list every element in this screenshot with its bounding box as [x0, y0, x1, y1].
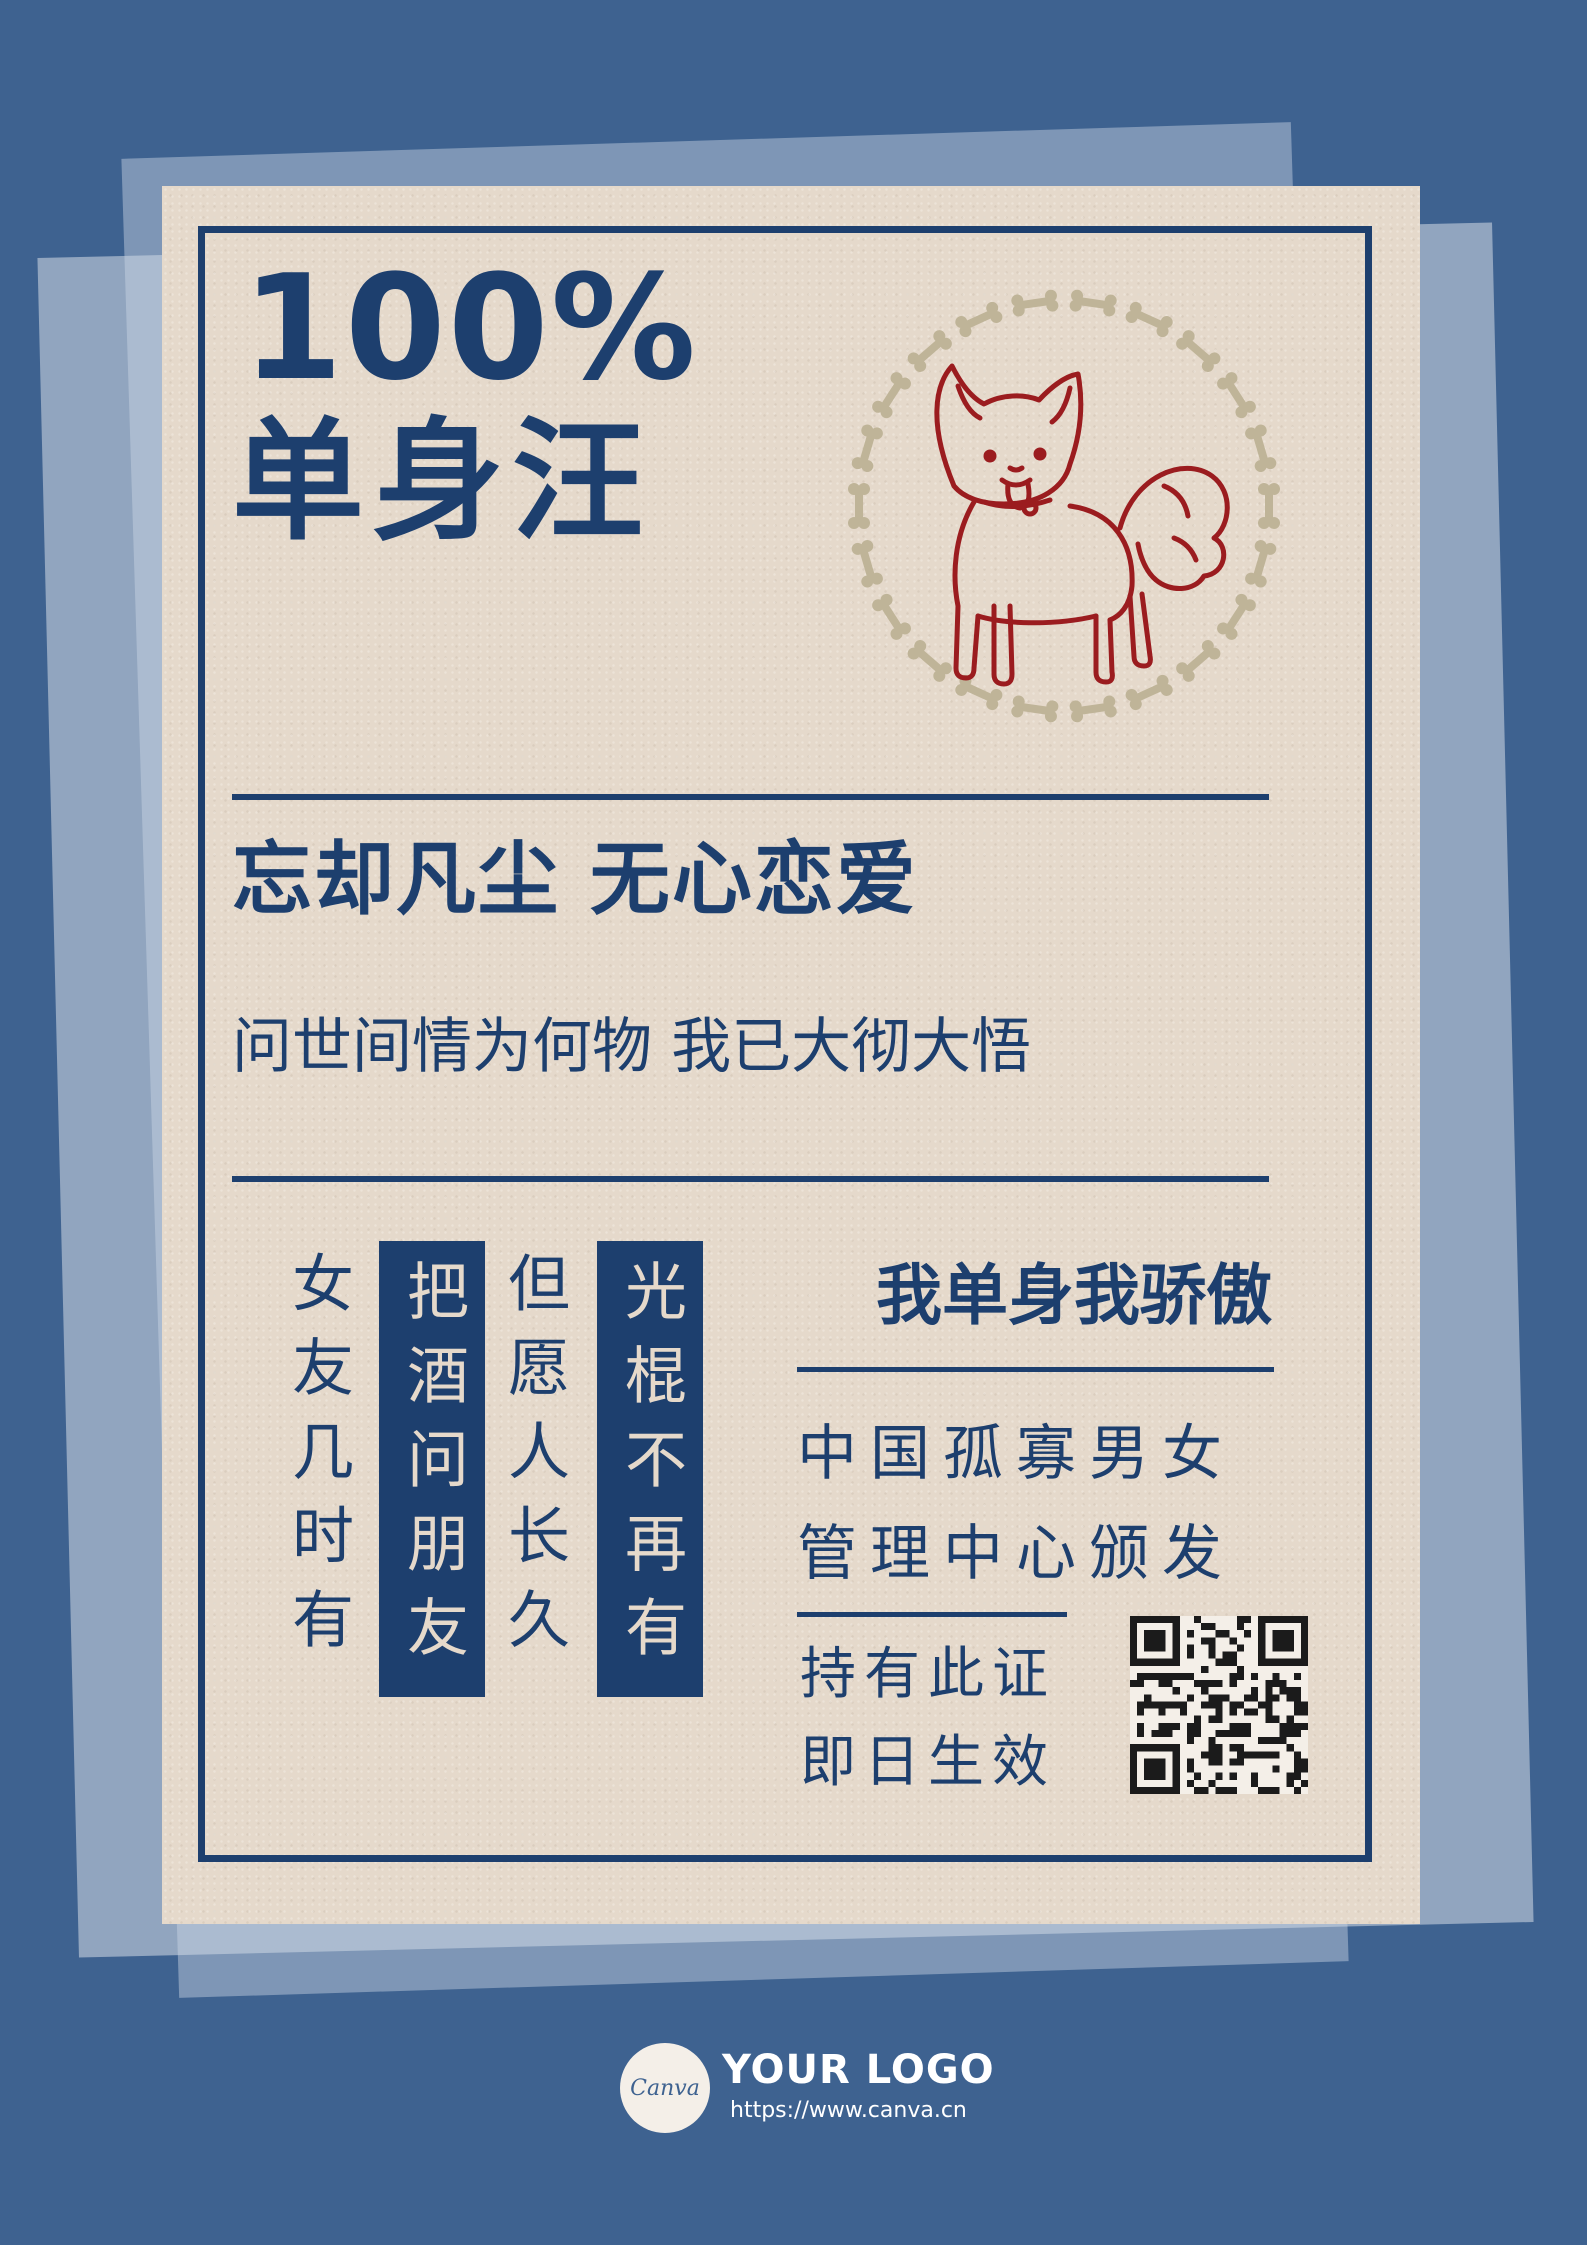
divider-middle [232, 1176, 1269, 1182]
validity-text: 持有此证 即日生效 [800, 1631, 1056, 1807]
logo-text[interactable]: YOUR LOGO [722, 2047, 995, 2093]
sub-slogan: 问世间情为何物 我已大彻大悟 [232, 1012, 1032, 1082]
poster-paper: 100% 单身汪 忘却凡尘 无心恋爱 问世间情为何物 我已大彻大悟 [162, 186, 1420, 1924]
proud-heading: 我单身我骄傲 [876, 1257, 1272, 1334]
bone-shape [1176, 330, 1221, 372]
bone-shape [1069, 695, 1117, 723]
validity-line-1: 持有此证 [800, 1642, 1056, 1707]
bone-shape [1125, 301, 1173, 338]
bone-shape [1217, 593, 1256, 640]
bone-shape [955, 301, 1003, 338]
bone-shape [907, 330, 952, 372]
slogan: 忘却凡尘 无心恋爱 [232, 833, 918, 926]
logo-badge[interactable]: Canva [620, 2043, 710, 2133]
validity-line-2: 即日生效 [800, 1730, 1056, 1795]
qr-code-icon[interactable] [1130, 1616, 1308, 1794]
headline-percent: 100% [242, 244, 698, 413]
logo-url[interactable]: https://www.canva.cn [730, 2098, 967, 2123]
bone-shape [872, 372, 911, 419]
bone-shape [1176, 640, 1221, 682]
bone-shape [1258, 483, 1280, 529]
dog-illustration [848, 289, 1280, 723]
bone-shape [848, 483, 870, 529]
bone-shape [1069, 289, 1117, 317]
issuer-line-1: 中国孤寡男女 [797, 1419, 1235, 1489]
vertical-verse-4: 光棍不再有 [597, 1241, 703, 1697]
bone-shape [1011, 289, 1059, 317]
vertical-verse-2: 把酒问朋友 [379, 1241, 485, 1697]
bone-shape [1125, 674, 1173, 711]
issuer-line-2: 管理中心颁发 [797, 1519, 1235, 1589]
bone-ring [848, 289, 1280, 723]
headline-title: 单身汪 [232, 405, 652, 559]
divider-valid [797, 1612, 1067, 1617]
divider-proud [797, 1367, 1274, 1372]
issuer-text: 中国孤寡男女 管理中心颁发 [797, 1404, 1277, 1604]
bone-shape [1245, 540, 1277, 588]
bone-shape [872, 593, 911, 640]
bone-shape [1245, 424, 1277, 472]
vertical-verse-1: 女友几时有 [281, 1251, 354, 1671]
divider-top [232, 794, 1269, 800]
bone-shape [1011, 695, 1059, 723]
bone-shape [851, 424, 883, 472]
dog-icon [934, 363, 1230, 687]
vertical-verse-3: 但愿人长久 [497, 1251, 570, 1671]
poster-frame [198, 226, 1372, 1862]
bone-shape [1217, 372, 1256, 419]
bone-shape [851, 540, 883, 588]
bone-shape [907, 640, 952, 682]
